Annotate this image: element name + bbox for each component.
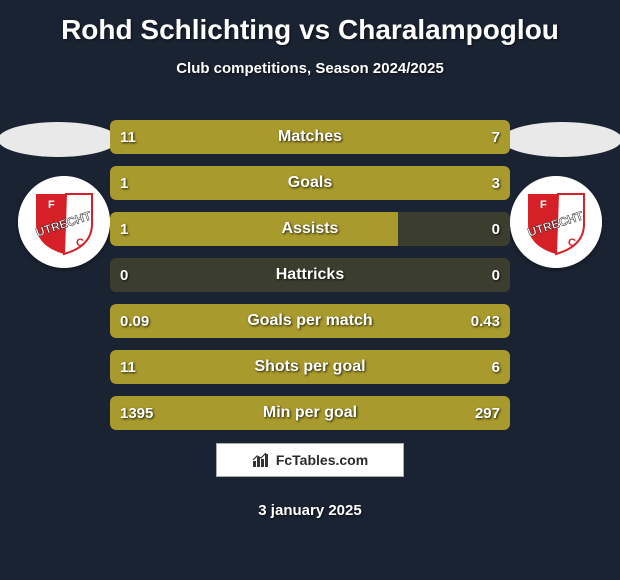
metric-row: 10Assists: [110, 212, 510, 246]
metric-row: 116Shots per goal: [110, 350, 510, 384]
metric-row: 117Matches: [110, 120, 510, 154]
metric-row: 00Hattricks: [110, 258, 510, 292]
subtitle: Club competitions, Season 2024/2025: [0, 60, 620, 77]
metric-label: Goals: [110, 166, 510, 200]
svg-text:C: C: [568, 237, 576, 249]
shadow-disc-left: [0, 122, 118, 157]
date-label: 3 january 2025: [0, 502, 620, 519]
site-badge-label: FcTables.com: [276, 452, 368, 468]
fc-utrecht-shield-icon: UTRECHT F C: [18, 176, 110, 268]
metric-label: Assists: [110, 212, 510, 246]
comparison-bars: 117Matches 13Goals 10Assists 00Hattricks 0.0…: [110, 120, 510, 442]
metric-row: 1395297Min per goal: [110, 396, 510, 430]
site-badge[interactable]: FcTables.com: [216, 443, 404, 477]
club-logo-left: UTRECHT F C: [18, 176, 110, 268]
bar-chart-icon: [252, 451, 270, 469]
metric-row: 13Goals: [110, 166, 510, 200]
metric-label: Hattricks: [110, 258, 510, 292]
svg-text:F: F: [48, 199, 55, 211]
page-title: Rohd Schlichting vs Charalampoglou: [0, 0, 620, 46]
metric-label: Min per goal: [110, 396, 510, 430]
metric-label: Matches: [110, 120, 510, 154]
svg-text:C: C: [76, 237, 84, 249]
club-logo-right: UTRECHT F C: [510, 176, 602, 268]
shadow-disc-right: [502, 122, 620, 157]
metric-label: Shots per goal: [110, 350, 510, 384]
fc-utrecht-shield-icon: UTRECHT F C: [510, 176, 602, 268]
metric-label: Goals per match: [110, 304, 510, 338]
metric-row: 0.090.43Goals per match: [110, 304, 510, 338]
svg-text:F: F: [540, 199, 547, 211]
